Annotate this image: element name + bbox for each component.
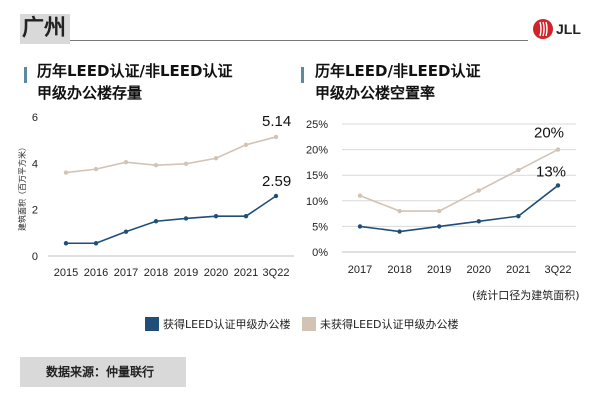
leed-point [357, 224, 363, 229]
leed-point [476, 219, 481, 224]
leed-point [273, 193, 279, 199]
jll-logo-text: JLL [556, 21, 581, 37]
non-leed-point [357, 193, 363, 198]
x-tick-label: 2021 [234, 267, 258, 279]
non-leed-point [516, 167, 521, 173]
right-panel-title: 历年LEED/非LEED认证 甲级办公楼空置率 [315, 60, 480, 104]
non-leed-series-line [65, 136, 277, 174]
header-divider [70, 40, 528, 41]
non-leed-point [93, 166, 99, 172]
y-tick-label: 25% [306, 119, 328, 131]
leed-point [93, 241, 99, 246]
jll-logo: JLL [533, 19, 581, 39]
leed-series-line [359, 184, 559, 233]
y-tick-label: 5% [312, 221, 328, 233]
non-leed-last-value-label: 5.14 [262, 113, 291, 130]
right-panel-title-line1: 历年LEED/非LEED认证 [315, 62, 481, 80]
chart-note: (统计口径为建筑面积) [472, 289, 580, 302]
non-leed-point [123, 159, 129, 165]
jll-logo-icon [533, 19, 553, 39]
x-tick-label: 2018 [144, 267, 168, 279]
x-tick-label: 2018 [387, 264, 411, 276]
source-background [20, 357, 186, 387]
y-tick-label: 15% [306, 170, 328, 182]
non-leed-point [397, 208, 402, 214]
right-panel-title-line2: 甲级办公楼空置率 [315, 84, 436, 102]
city-title: 广州 [22, 16, 67, 41]
left-panel-accent-bar [24, 67, 27, 83]
y-tick-label: 6 [32, 112, 38, 124]
leed-last-value-label: 13% [536, 163, 566, 180]
legend-leed: 获得LEED认证甲级办公楼 [145, 316, 291, 332]
left-panel-title: 历年LEED认证/非LEED认证 甲级办公楼存量 [37, 60, 232, 104]
leed-point [516, 213, 521, 219]
leed-point [183, 216, 189, 221]
left-panel-title-line2: 甲级办公楼存量 [37, 84, 143, 102]
x-tick-label: 2016 [84, 267, 108, 279]
x-tick-label: 2020 [204, 267, 228, 279]
leed-last-value-label: 2.59 [262, 173, 291, 190]
non-leed-point [213, 156, 219, 161]
non-leed-point [555, 147, 561, 152]
legend-leed-label: 获得LEED认证甲级办公楼 [163, 318, 291, 331]
y-tick-label: 4 [32, 158, 38, 170]
non-leed-series-line [359, 148, 559, 212]
y-tick-label: 0 [32, 251, 38, 263]
leed-point [213, 213, 219, 219]
x-tick-label: 2017 [348, 264, 372, 276]
y-axis-label: 建筑面积（百万平方米） [17, 143, 27, 231]
leed-point [123, 229, 129, 234]
x-tick-label: 3Q22 [545, 264, 572, 276]
non-leed-point [243, 142, 249, 147]
leed-point [63, 241, 69, 246]
x-tick-label: 2019 [174, 267, 198, 279]
non-leed-point [437, 208, 442, 214]
left-panel-title-line1: 历年LEED认证/非LEED认证 [37, 62, 233, 80]
non-leed-point [153, 162, 159, 168]
y-tick-label: 20% [306, 145, 328, 157]
non-leed-point [273, 134, 279, 140]
leed-point [153, 219, 159, 224]
y-tick-label: 0% [312, 247, 328, 259]
x-tick-label: 2020 [467, 264, 491, 276]
legend-non-leed-swatch [302, 317, 316, 331]
non-leed-point [476, 188, 481, 193]
right-panel-accent-bar [301, 67, 304, 83]
legend-non-leed: 未获得LEED认证甲级办公楼 [302, 316, 459, 332]
x-tick-label: 2019 [427, 264, 451, 276]
x-tick-label: 2021 [506, 264, 530, 276]
x-tick-label: 2017 [114, 267, 138, 279]
x-tick-label: 2015 [54, 267, 78, 279]
leed-point [555, 183, 561, 188]
leed-point [397, 229, 402, 234]
leed-point [437, 224, 442, 229]
non-leed-point [183, 161, 189, 166]
y-tick-label: 10% [306, 196, 328, 208]
non-leed-last-value-label: 20% [534, 125, 564, 142]
x-tick-label: 3Q22 [263, 267, 290, 279]
legend-leed-swatch [145, 317, 159, 331]
leed-series-line [66, 195, 277, 245]
y-tick-label: 2 [32, 205, 38, 217]
non-leed-point [63, 170, 69, 175]
legend-non-leed-label: 未获得LEED认证甲级办公楼 [320, 318, 459, 331]
data-source: 数据来源：仲量联行 [46, 365, 155, 379]
city-title-background [20, 14, 70, 44]
leed-point [243, 213, 249, 219]
